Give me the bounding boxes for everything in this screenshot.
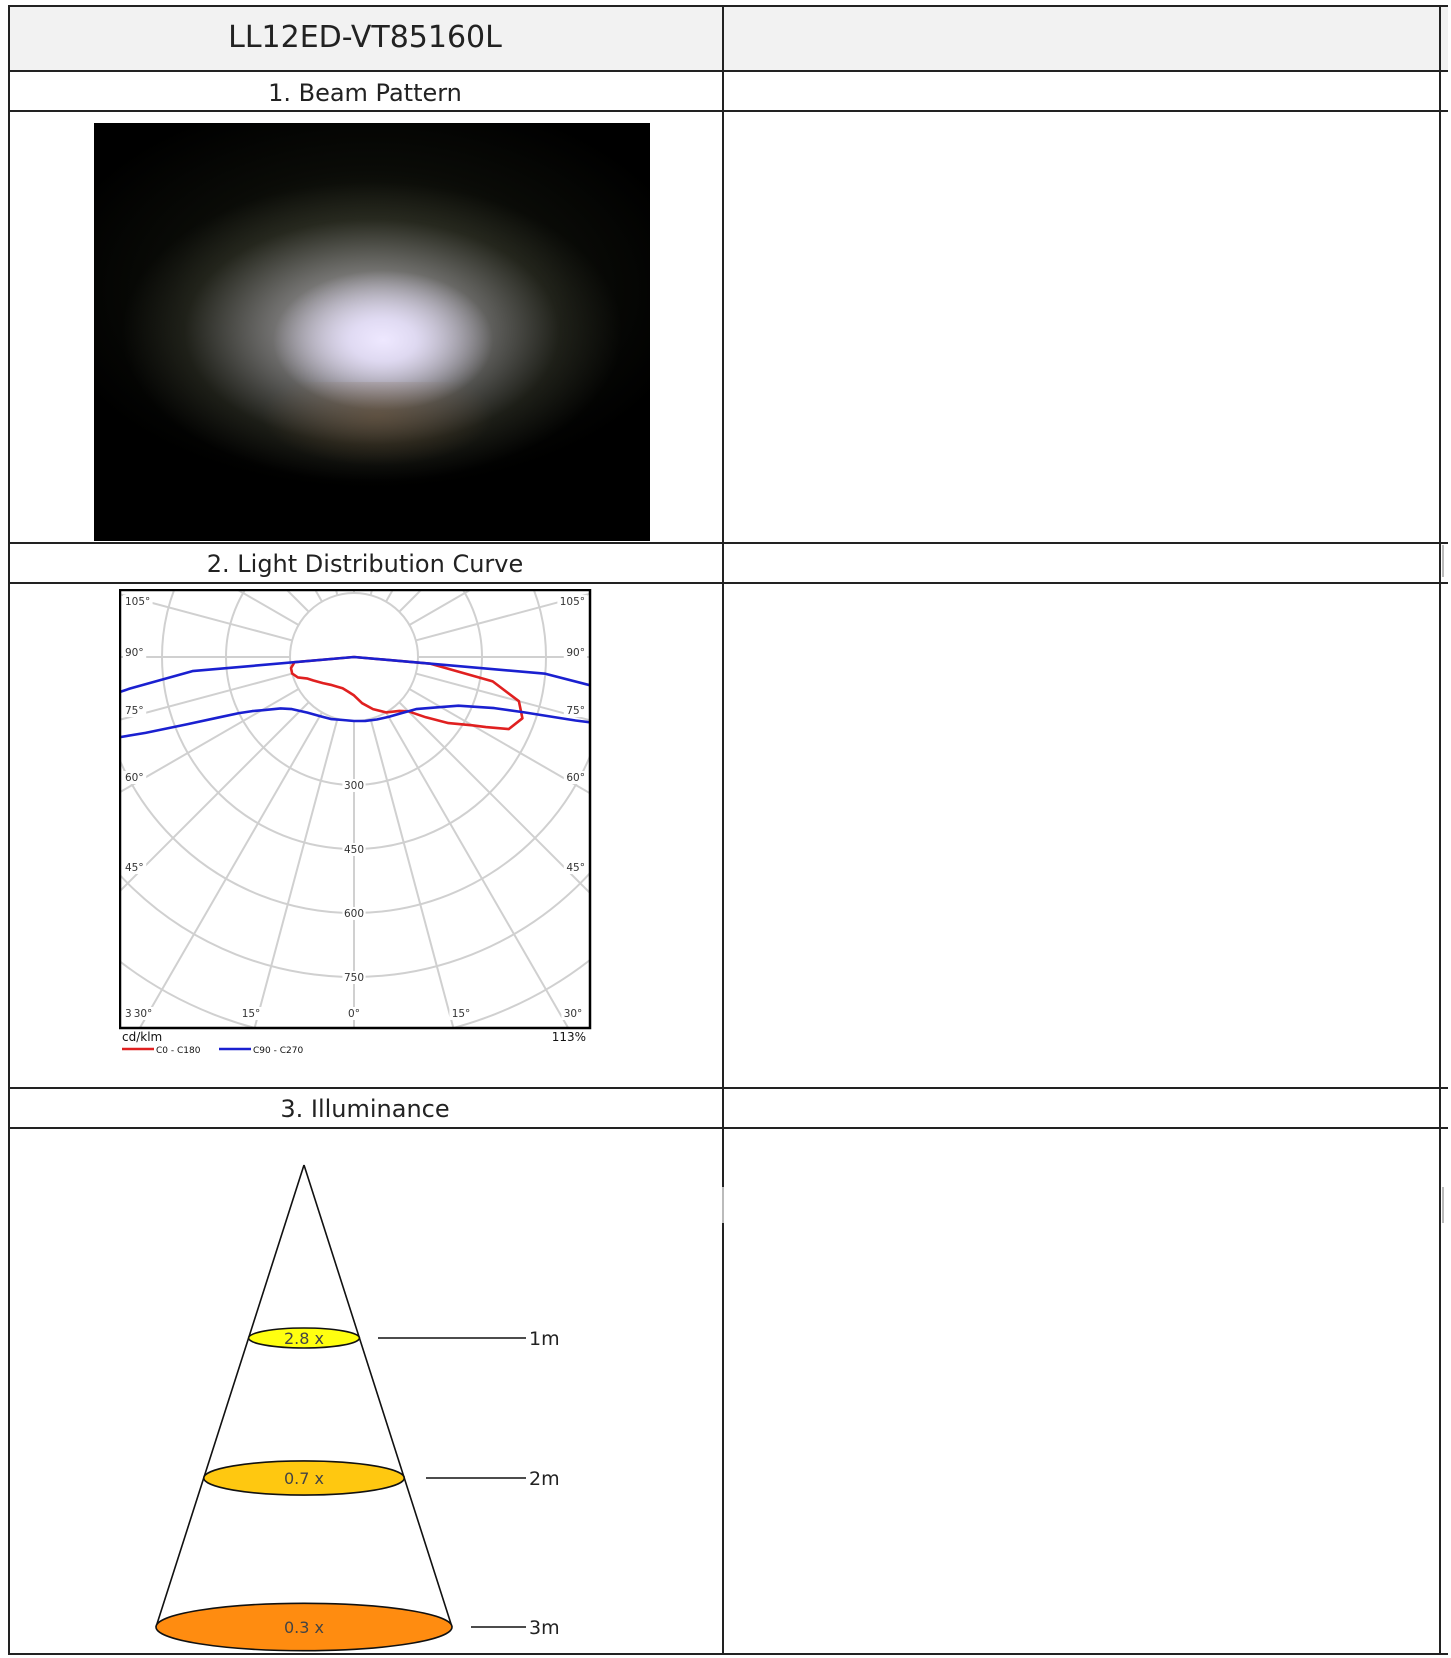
efficiency-label: 113% <box>552 1030 586 1044</box>
polar-grid-spoke <box>415 672 590 722</box>
polar-grid-spoke <box>119 701 310 894</box>
angle-label-right: 90° <box>566 647 585 659</box>
polar-grid-spoke <box>253 718 339 1028</box>
section-title-light-distribution: 2. Light Distribution Curve <box>206 550 524 578</box>
section-title-beam-pattern: 1. Beam Pattern <box>268 79 462 107</box>
polar-grid-spoke <box>398 701 590 895</box>
scan-artifact <box>1442 1187 1444 1223</box>
chart-grid <box>119 589 590 1028</box>
angle-label-right: 75° <box>566 705 585 717</box>
angle-label-left: 75° <box>125 705 144 717</box>
angle-label-bottom-bg <box>345 1007 363 1020</box>
curve-c0-c180 <box>289 655 524 731</box>
table-border-top <box>8 5 1448 7</box>
radial-tick-label-bg <box>342 907 366 920</box>
beam-pattern-photo <box>94 123 650 541</box>
angle-label-right-bg <box>563 861 587 874</box>
radial-tick-label: 300 <box>344 780 364 792</box>
angle-label-bottom-bg <box>131 1007 155 1020</box>
radial-tick-label: 450 <box>344 844 364 856</box>
polar-grid-spoke <box>119 672 293 722</box>
polar-grid-spoke <box>385 711 570 1028</box>
angle-label-bottom: 15° <box>452 1008 471 1020</box>
scan-artifact <box>722 1187 724 1223</box>
scan-artifact <box>1442 545 1444 577</box>
radial-tick-label-bg <box>342 971 366 984</box>
table-border-bottom <box>8 1653 1448 1655</box>
angle-label-right-bg <box>557 595 587 608</box>
curve-c90-c270 <box>119 655 590 739</box>
angle-label-right-bg <box>563 704 587 717</box>
radial-tick-label-bg <box>342 843 366 856</box>
table-border-left <box>8 5 10 1655</box>
table-divider <box>8 542 1448 544</box>
illuminance-ellipse <box>202 1460 406 1496</box>
illuminance-factor-label: 0.3 x <box>284 1618 324 1637</box>
angle-label-bottom: 30° <box>564 1008 583 1020</box>
chart-frame <box>119 589 592 1030</box>
cone-edge-left <box>155 1164 305 1628</box>
cone-edge-right <box>303 1164 453 1628</box>
angle-label-bottom: 0° <box>348 1008 360 1020</box>
spec-sheet: LL12ED-VT85160L 1. Beam Pattern 2. Light… <box>8 5 1448 1655</box>
radial-tick-label-bg <box>342 779 366 792</box>
polar-grid-spoke <box>138 711 323 1028</box>
beam-glow <box>94 123 650 541</box>
header-row-bg <box>8 5 1448 71</box>
legend-label: C90 - C270 <box>253 1046 303 1053</box>
product-title: LL12ED-VT85160L <box>228 20 502 55</box>
polar-grid-spoke <box>119 688 300 794</box>
angle-label-bottom: 15° <box>242 1008 261 1020</box>
illuminance-ellipse <box>155 1602 453 1652</box>
distance-label: 3m <box>529 1617 560 1639</box>
distance-label: 2m <box>529 1468 560 1490</box>
angle-label-left-bg <box>123 771 147 784</box>
angle-label-left: 90° <box>125 647 144 659</box>
angle-label-left: 105° <box>125 596 150 608</box>
light-distribution-chart: 105° 90° 75° 60° 45° 30° 105° 90° 75° 60° 45° 30° 30… <box>119 589 592 1053</box>
polar-grid-spoke <box>119 592 293 642</box>
angle-label-bottom-bg <box>239 1007 263 1020</box>
table-border-right <box>1439 5 1441 1655</box>
polar-grid-spoke <box>369 718 455 1028</box>
angle-label-bottom: 30° <box>134 1008 153 1020</box>
section-title-illuminance: 3. Illuminance <box>280 1095 450 1123</box>
angle-label-left-bg <box>123 704 147 717</box>
radial-tick-label: 600 <box>344 908 364 920</box>
illuminance-ellipse <box>247 1327 361 1349</box>
distance-label: 1m <box>529 1328 560 1350</box>
angle-label-bottom-bg <box>561 1007 585 1020</box>
angle-label-left: 45° <box>125 862 144 874</box>
table-divider <box>8 1087 1448 1089</box>
angle-label-right: 105° <box>560 596 585 608</box>
angle-label-right-bg <box>563 771 587 784</box>
unit-label: cd/klm <box>122 1030 162 1044</box>
angle-label-right: 60° <box>566 772 585 784</box>
angle-label-bottom-bg <box>449 1007 473 1020</box>
polar-grid-spoke <box>408 688 590 795</box>
angle-label-left-bg <box>123 861 147 874</box>
angle-label-left-bg <box>123 646 147 659</box>
illuminance-cone-diagram: 2.8 x 1m 0.7 x 2m 0.3 x 3m <box>155 1164 560 1652</box>
table-divider <box>8 582 1448 584</box>
table-divider <box>8 1127 1448 1129</box>
radial-tick-label: 750 <box>344 972 364 984</box>
angle-label-right-bg <box>563 646 587 659</box>
illuminance-factor-label: 2.8 x <box>284 1329 324 1348</box>
table-divider <box>8 70 1448 72</box>
angle-label-right: 45° <box>566 862 585 874</box>
legend-label: C0 - C180 <box>156 1046 201 1053</box>
beam-warm-edge <box>260 382 495 466</box>
angle-label-left-bg <box>123 595 153 608</box>
polar-grid-spoke <box>415 592 590 642</box>
table-column-divider <box>722 5 724 1655</box>
illuminance-factor-label: 0.7 x <box>284 1469 324 1488</box>
table-divider <box>8 110 1448 112</box>
angle-label-left: 60° <box>125 772 144 784</box>
